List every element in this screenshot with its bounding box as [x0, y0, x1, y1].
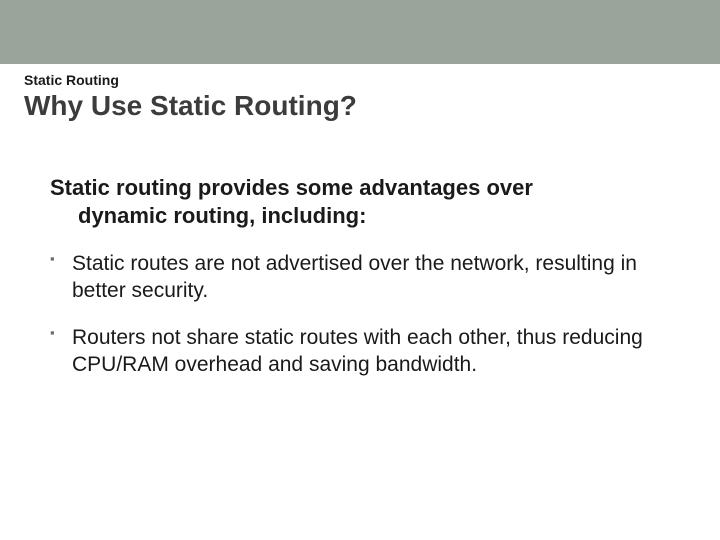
slide-title: Why Use Static Routing?: [0, 90, 720, 134]
bullet-list: Static routes are not advertised over th…: [50, 251, 670, 379]
list-item: Static routes are not advertised over th…: [50, 251, 670, 305]
header-bar: [0, 0, 720, 64]
slide-body: Static routing provides some advantages …: [0, 134, 720, 379]
kicker-text: Static Routing: [0, 64, 720, 90]
slide: Static Routing Why Use Static Routing? S…: [0, 0, 720, 540]
lead-paragraph: Static routing provides some advantages …: [50, 174, 670, 229]
lead-line-1: Static routing provides some advantages …: [50, 175, 533, 200]
lead-line-2: dynamic routing, including:: [50, 202, 670, 230]
list-item: Routers not share static routes with eac…: [50, 325, 670, 379]
